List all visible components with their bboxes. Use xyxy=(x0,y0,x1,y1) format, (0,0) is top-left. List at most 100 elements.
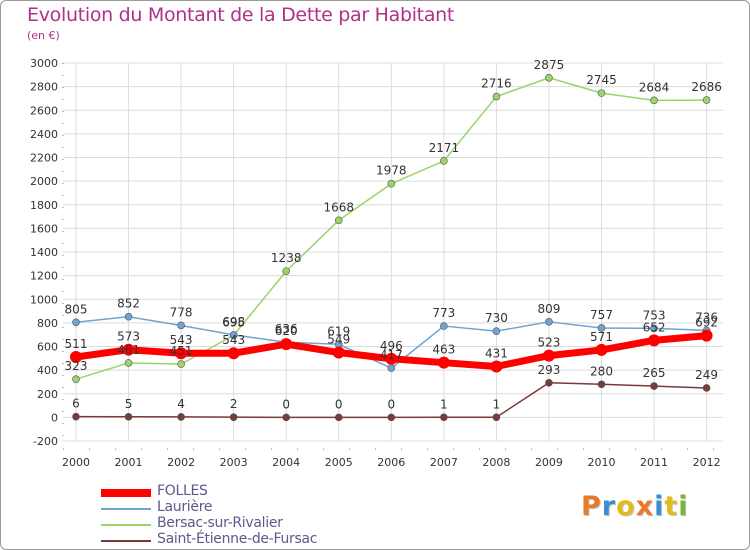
data-label: 571 xyxy=(590,330,613,344)
data-label: 2875 xyxy=(534,58,565,72)
data-label: 620 xyxy=(275,324,298,338)
data-label: 636 xyxy=(275,322,298,336)
x-tick-label: 2011 xyxy=(640,456,668,469)
data-point xyxy=(545,318,553,326)
y-tick-label: 1800 xyxy=(30,199,58,212)
data-point xyxy=(437,356,450,369)
data-point xyxy=(597,89,606,97)
data-label: 809 xyxy=(537,302,560,316)
y-tick-label: 600 xyxy=(37,341,58,354)
data-label: 451 xyxy=(170,344,193,358)
data-label: 1668 xyxy=(323,200,354,214)
logo-letter: o xyxy=(616,491,636,522)
data-label: 1978 xyxy=(376,164,407,178)
data-point xyxy=(387,179,396,188)
data-point xyxy=(334,413,343,422)
logo-letter: t xyxy=(664,491,679,522)
data-point xyxy=(650,324,658,333)
data-label: 2745 xyxy=(586,73,617,87)
data-label: 0 xyxy=(335,397,343,411)
data-point xyxy=(72,375,80,384)
data-point xyxy=(124,412,133,421)
data-label: 1238 xyxy=(271,251,302,265)
data-point xyxy=(280,338,293,351)
data-point xyxy=(440,413,448,422)
data-point xyxy=(492,92,501,101)
legend-label: FOLLES xyxy=(157,483,208,499)
data-label: 6 xyxy=(72,397,80,411)
y-tick-label: -200 xyxy=(33,435,58,448)
data-label: 2 xyxy=(230,397,238,411)
legend-label: Saint-Étienne-de-Fursac xyxy=(157,531,318,547)
x-tick-label: 2006 xyxy=(377,456,405,469)
data-label: 543 xyxy=(222,333,245,347)
data-point xyxy=(542,349,555,362)
data-label: 2686 xyxy=(691,80,722,94)
legend-swatch xyxy=(101,524,151,526)
proxiti-logo: Proxiti xyxy=(581,491,689,522)
data-label: 249 xyxy=(695,368,718,382)
data-point xyxy=(492,413,501,422)
y-tick-label: 800 xyxy=(37,317,58,330)
data-label: 1 xyxy=(440,397,448,411)
data-point xyxy=(124,359,133,367)
data-point xyxy=(177,321,185,330)
data-point xyxy=(70,351,82,364)
x-tick-label: 2007 xyxy=(430,456,458,469)
data-label: 265 xyxy=(643,366,666,380)
data-label: 2684 xyxy=(639,80,670,94)
data-point xyxy=(650,382,658,390)
data-point xyxy=(227,347,240,360)
data-point xyxy=(282,267,291,275)
data-label: 511 xyxy=(65,337,88,351)
data-label: 736 xyxy=(695,310,718,324)
data-label: 323 xyxy=(65,359,88,373)
x-tick-label: 2000 xyxy=(62,456,90,469)
legend-swatch xyxy=(101,489,151,497)
logo-letter: x xyxy=(635,491,655,522)
data-point xyxy=(175,347,188,360)
data-point xyxy=(648,334,661,347)
data-label: 805 xyxy=(65,302,88,316)
data-point xyxy=(492,327,501,335)
data-label: 431 xyxy=(485,346,508,360)
data-point xyxy=(490,360,503,373)
data-point xyxy=(700,329,713,342)
logo-letter: P xyxy=(581,491,602,522)
x-tick-label: 2008 xyxy=(482,456,510,469)
y-tick-label: 2400 xyxy=(30,128,58,141)
data-point xyxy=(545,378,553,387)
x-tick-label: 2010 xyxy=(588,456,616,469)
x-tick-label: 2001 xyxy=(115,456,143,469)
data-label: 0 xyxy=(387,397,395,411)
data-point xyxy=(595,343,608,356)
chart-title: Evolution du Montant de la Dette par Hab… xyxy=(27,4,455,26)
data-label: 2716 xyxy=(481,77,512,91)
data-point xyxy=(229,331,238,339)
data-point xyxy=(332,346,345,359)
data-point xyxy=(72,412,80,421)
data-label: 1 xyxy=(493,397,501,411)
data-label: 0 xyxy=(282,397,290,411)
data-label: 757 xyxy=(590,308,613,322)
data-label: 619 xyxy=(327,324,350,338)
data-point xyxy=(387,413,396,422)
data-label: 293 xyxy=(537,363,560,377)
data-label: 778 xyxy=(170,305,193,319)
legend-swatch xyxy=(101,540,151,542)
data-label: 5 xyxy=(125,397,133,411)
data-label: 4 xyxy=(177,397,185,411)
data-point xyxy=(650,96,658,105)
data-point xyxy=(597,380,606,389)
y-tick-label: 0 xyxy=(51,411,58,424)
data-point xyxy=(387,364,396,372)
data-label: 549 xyxy=(327,333,350,347)
x-tick-label: 2009 xyxy=(535,456,563,469)
data-point xyxy=(702,384,711,392)
data-point xyxy=(385,352,398,365)
logo-letter: r xyxy=(601,491,617,522)
data-label: 695 xyxy=(222,315,245,329)
y-tick-label: 2000 xyxy=(30,175,58,188)
